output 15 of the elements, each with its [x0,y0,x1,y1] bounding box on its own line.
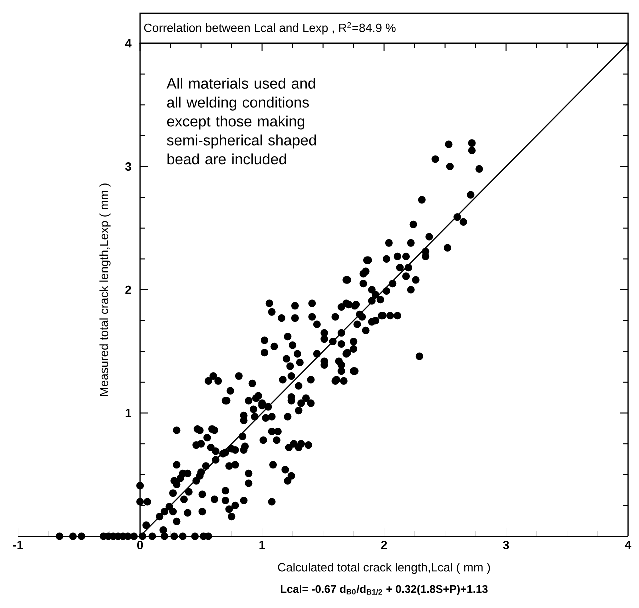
x-tick-label: 2 [381,540,388,550]
y-tick-label: 1 [126,409,132,418]
x-tick-label: 0 [137,540,144,550]
y-tick-label: 2 [126,286,132,294]
x-axis-title: Calculated total crack length,Lcal ( mm ) [278,562,490,574]
x-tick-label: -1 [13,540,24,550]
chart-title: Correlation between Lcal and Lexp , R$^{2}$=84.9 % [144,22,396,35]
text: Lcal= -0.67 d$_{B0}$/d$_{B1/2}$ + 0.32(1.8S+P)+1.13 [281,585,488,596]
y-tick-label: 3 [125,162,132,171]
annotation: All materials used and all welding conditions except those making semi-spherical shaped bead are included [166,78,316,165]
x-tick-label: 1 [260,540,266,550]
y-axis-title: Measured total crack length,Lexp ( mm ) [100,184,111,396]
y-tick-label: 4 [125,39,132,48]
x-tick-label: 4 [625,540,632,550]
x-tick-label: 3 [503,540,510,550]
